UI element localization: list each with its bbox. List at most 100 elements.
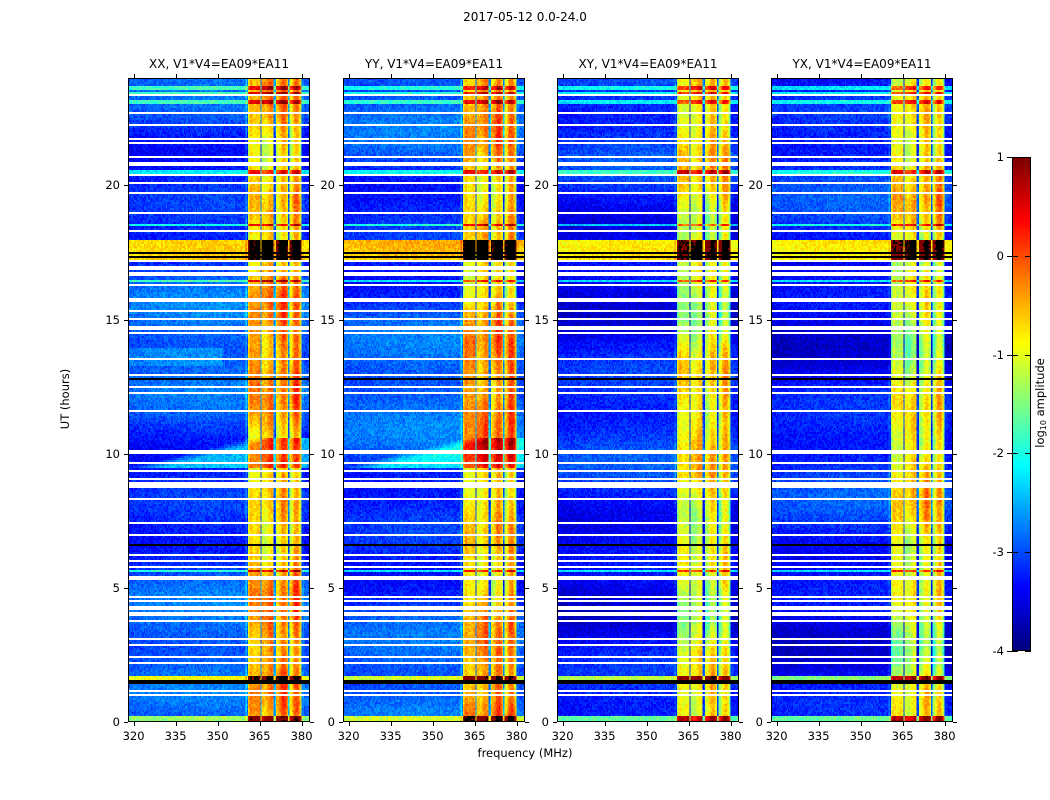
x-tick-label: 365 (677, 729, 700, 743)
x-tick-mark-top (348, 74, 350, 78)
x-tick-label: 365 (248, 729, 271, 743)
x-tick-mark (604, 722, 606, 726)
x-tick-mark-top (730, 74, 732, 78)
colorbar-tick-mark-inner-right (1025, 651, 1031, 652)
x-tick-mark (348, 722, 350, 726)
x-tick-mark (474, 722, 476, 726)
colorbar-tick-label: -4 (992, 644, 1004, 658)
x-tick-mark (562, 722, 564, 726)
colorbar-tick-mark-inner (1012, 552, 1018, 554)
y-tick-label: 5 (755, 580, 763, 595)
colorbar-label: log10 amplitude (1033, 343, 1048, 463)
x-tick-mark-top (688, 74, 690, 78)
panel-title: XY, V1*V4=EA09*EA11 (578, 57, 718, 71)
x-tick-label: 380 (719, 729, 742, 743)
colorbar-tick-mark-inner (1012, 651, 1018, 652)
y-tick-mark (767, 319, 771, 321)
panel-xy[interactable]: XY, V1*V4=EA09*EA11 (553, 57, 743, 726)
colorbar-tick-mark-inner (1012, 453, 1018, 455)
x-tick-mark (646, 722, 648, 726)
colorbar-tick-mark-inner-right (1025, 453, 1031, 455)
y-tick-label: 0 (112, 715, 120, 729)
x-tick-mark-top (474, 74, 476, 78)
x-axis-label: frequency (MHz) (477, 746, 573, 760)
colorbar-tick-mark-inner (1012, 157, 1018, 158)
x-tick-label: 365 (891, 729, 914, 743)
waterfall-image (771, 78, 953, 722)
y-tick-label: 20 (748, 178, 763, 193)
panel-title: XX, V1*V4=EA09*EA11 (149, 57, 289, 71)
y-tick-mark-right (953, 587, 957, 589)
x-tick-mark-top (646, 74, 648, 78)
x-tick-mark (175, 722, 177, 726)
colorbar-tick-mark-inner-right (1025, 354, 1031, 356)
y-tick-mark-right (525, 453, 529, 455)
panel-title: YX, V1*V4=EA09*EA11 (792, 57, 932, 71)
y-tick-mark-right (310, 587, 314, 589)
y-tick-label: 0 (541, 715, 549, 729)
colorbar-label-suffix: amplitude (1033, 358, 1047, 421)
colorbar-tick-label: -3 (992, 545, 1004, 560)
y-tick-mark (339, 722, 343, 723)
y-tick-mark (553, 185, 557, 187)
panel-yx[interactable]: YX, V1*V4=EA09*EA11 (767, 57, 957, 726)
y-tick-mark-right (739, 587, 743, 589)
x-tick-mark (776, 722, 778, 726)
colorbar-tick-mark-inner-right (1025, 157, 1031, 158)
y-tick-label: 5 (112, 580, 120, 595)
colorbar-tick-mark (1007, 354, 1012, 356)
y-tick-mark-right (953, 319, 957, 321)
y-tick-mark-right (310, 722, 314, 723)
y-tick-label: 20 (320, 178, 335, 193)
y-tick-mark (767, 453, 771, 455)
x-tick-label: 380 (290, 729, 313, 743)
x-tick-mark (133, 722, 135, 726)
y-tick-mark-right (739, 453, 743, 455)
colorbar-tick-mark (1007, 157, 1012, 158)
y-tick-label: 15 (320, 312, 335, 327)
colorbar-label-subscript: 10 (1039, 420, 1048, 431)
colorbar-gradient (1013, 158, 1030, 650)
x-tick-mark-top (562, 74, 564, 78)
y-tick-mark-right (525, 722, 529, 723)
x-tick-mark (516, 722, 518, 726)
colorbar[interactable] (1012, 157, 1031, 651)
waterfall-image (128, 78, 310, 722)
x-tick-mark-top (390, 74, 392, 78)
x-tick-label: 320 (122, 729, 145, 743)
panel-xx[interactable]: XX, V1*V4=EA09*EA11 (124, 57, 314, 726)
y-tick-label: 10 (534, 446, 549, 461)
y-axis-label: UT (hours) (58, 368, 72, 430)
y-tick-label: 15 (748, 312, 763, 327)
x-tick-mark-top (818, 74, 820, 78)
x-tick-mark (902, 722, 904, 726)
x-tick-label: 320 (551, 729, 574, 743)
x-tick-label: 350 (421, 729, 444, 743)
colorbar-tick-mark-inner-right (1025, 552, 1031, 554)
x-tick-mark-top (217, 74, 219, 78)
y-tick-mark-right (310, 319, 314, 321)
x-tick-mark-top (175, 74, 177, 78)
y-tick-mark (339, 319, 343, 321)
y-tick-mark-right (310, 185, 314, 187)
panel-title: YY, V1*V4=EA09*EA11 (364, 57, 504, 71)
y-tick-mark (124, 587, 128, 589)
x-tick-mark-top (604, 74, 606, 78)
y-tick-mark-right (525, 587, 529, 589)
y-tick-label: 20 (534, 178, 549, 193)
y-tick-mark-right (739, 319, 743, 321)
x-tick-label: 380 (933, 729, 956, 743)
colorbar-tick-mark-inner-right (1025, 255, 1031, 257)
waterfall-image (557, 78, 739, 722)
x-tick-mark-top (902, 74, 904, 78)
y-tick-label: 20 (105, 178, 120, 193)
x-tick-mark (730, 722, 732, 726)
x-tick-label: 350 (206, 729, 229, 743)
y-tick-mark-right (953, 722, 957, 723)
colorbar-tick-mark (1007, 453, 1012, 455)
y-tick-mark-right (525, 319, 529, 321)
y-tick-mark (124, 722, 128, 723)
x-tick-mark (860, 722, 862, 726)
panel-yy[interactable]: YY, V1*V4=EA09*EA11 (339, 57, 529, 726)
